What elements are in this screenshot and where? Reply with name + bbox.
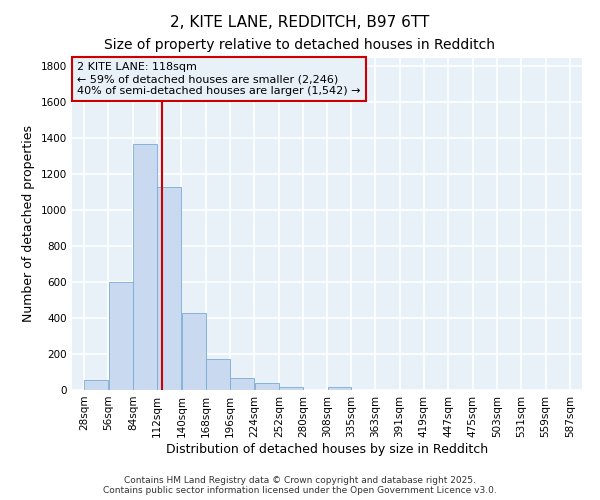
Bar [182, 312, 206, 390]
Bar [328, 388, 350, 390]
X-axis label: Distribution of detached houses by size in Redditch: Distribution of detached houses by size … [166, 442, 488, 456]
Bar [133, 144, 157, 390]
Bar [157, 187, 181, 390]
Bar [206, 358, 230, 390]
Text: Size of property relative to detached houses in Redditch: Size of property relative to detached ho… [104, 38, 496, 52]
Bar [279, 388, 303, 390]
Bar [230, 378, 254, 390]
Y-axis label: Number of detached properties: Number of detached properties [22, 125, 35, 322]
Text: 2 KITE LANE: 118sqm
← 59% of detached houses are smaller (2,246)
40% of semi-det: 2 KITE LANE: 118sqm ← 59% of detached ho… [77, 62, 361, 96]
Bar [85, 380, 108, 390]
Bar [254, 383, 278, 390]
Text: 2, KITE LANE, REDDITCH, B97 6TT: 2, KITE LANE, REDDITCH, B97 6TT [170, 15, 430, 30]
Bar [109, 282, 133, 390]
Text: Contains HM Land Registry data © Crown copyright and database right 2025.
Contai: Contains HM Land Registry data © Crown c… [103, 476, 497, 495]
